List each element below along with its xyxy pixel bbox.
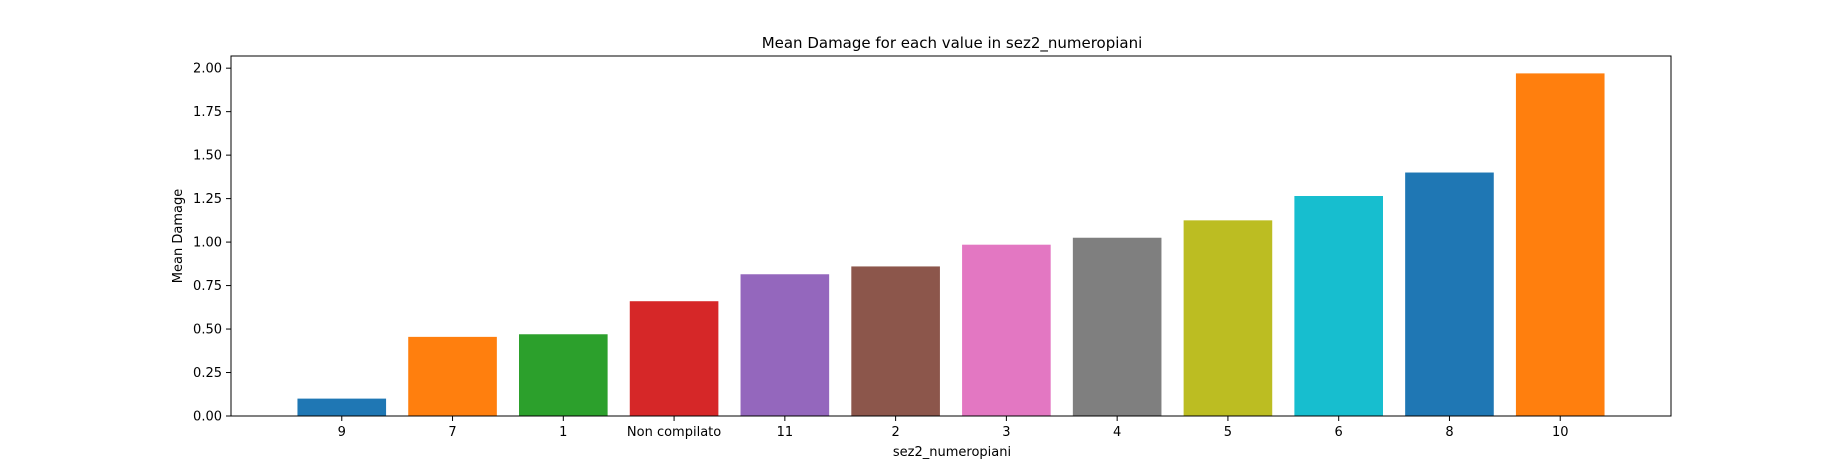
y-tick-label: 0.00 (193, 410, 222, 425)
x-axis-label: sez2_numeropiani (893, 445, 1011, 460)
x-tick-label: 4 (1113, 425, 1121, 440)
bars-group (297, 73, 1605, 417)
x-tick-label: 10 (1552, 425, 1569, 440)
x-tick-label: 2 (891, 425, 899, 440)
y-tick-label: 1.00 (193, 236, 222, 251)
bar-5 (1183, 220, 1273, 416)
plot-frame (230, 55, 1672, 417)
bar-3 (962, 244, 1051, 416)
bar-non-compilato (629, 301, 719, 416)
x-tick-label: 7 (448, 425, 456, 440)
bar-9 (297, 398, 387, 416)
bar-10 (1515, 73, 1605, 417)
y-tick-label: 1.25 (193, 192, 222, 207)
x-tick-label: 6 (1335, 425, 1343, 440)
chart-title: Mean Damage for each value in sez2_numer… (762, 34, 1143, 53)
y-tick-label: 1.50 (193, 149, 222, 164)
bar-2 (851, 266, 940, 416)
bar-4 (1072, 237, 1162, 416)
y-tick-label: 2.00 (193, 62, 222, 77)
y-tick-label: 0.25 (193, 366, 222, 381)
x-tick-label: 3 (1002, 425, 1010, 440)
x-tick-label: 11 (777, 425, 794, 440)
bar-1 (519, 334, 608, 416)
x-tick-label: 8 (1445, 425, 1453, 440)
y-tick-label: 0.50 (193, 323, 222, 338)
bar-8 (1405, 172, 1494, 416)
x-axis-ticks: 9 7 1 Non compilato 11 2 3 4 5 6 8 10 (338, 416, 1569, 440)
bar-6 (1294, 196, 1383, 416)
bar-11 (740, 274, 830, 416)
y-axis-label: Mean Damage (171, 189, 186, 283)
x-tick-label: Non compilato (627, 425, 721, 440)
y-tick-label: 1.75 (193, 105, 222, 120)
y-axis-ticks: 0.00 0.25 0.50 0.75 1.00 1.25 1.50 1.75 2.00 (193, 62, 231, 425)
x-tick-label: 5 (1224, 425, 1232, 440)
y-tick-label: 0.75 (193, 279, 222, 294)
bar-7 (408, 336, 497, 416)
x-tick-label: 9 (338, 425, 346, 440)
x-tick-label: 1 (559, 425, 567, 440)
